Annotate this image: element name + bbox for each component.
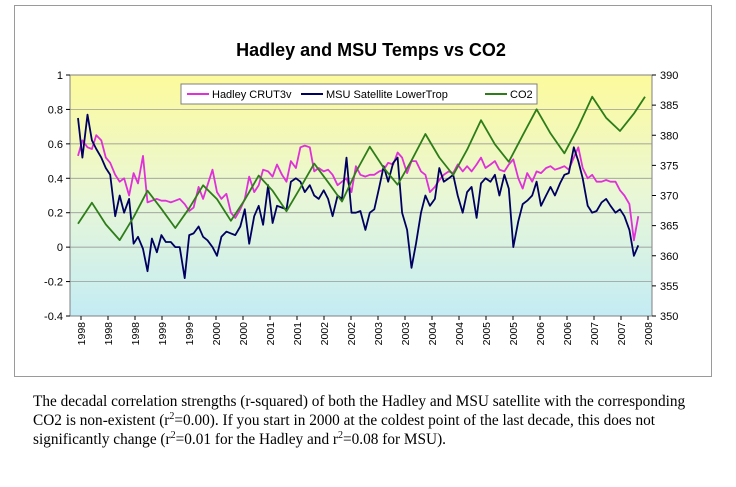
x-tick-label: 2003 [400, 322, 412, 346]
caption-sup-3: 2 [338, 429, 344, 441]
plot-area [69, 74, 653, 317]
legend-box [180, 83, 538, 105]
x-tick-label: 2000 [211, 322, 223, 346]
x-tick-label: 2002 [346, 322, 358, 346]
chart-title: Hadley and MSU Temps vs CO2 [236, 40, 506, 60]
y-left-tick-label: -0.2 [44, 277, 63, 289]
caption-text-2: =0.00). If you start in 2000 at the cold… [33, 412, 655, 448]
x-tick-label: 2005 [481, 322, 493, 346]
y-right-tick-label: 385 [660, 100, 678, 112]
x-tick-label: 2004 [427, 322, 439, 346]
x-tick-label: 1999 [184, 322, 196, 346]
x-tick-label: 2000 [238, 322, 250, 346]
y-left-tick-label: 0 [57, 242, 63, 254]
x-tick-label: 1998 [76, 322, 88, 346]
series-line-hadley [77, 134, 640, 242]
series-line-co2 [77, 95, 646, 242]
caption-text-4: =0.08 for MSU). [343, 431, 446, 448]
y-right-tick-label: 355 [660, 281, 678, 293]
y-right-tick-label: 380 [660, 130, 678, 142]
y-left-tick-label: 0.6 [48, 139, 63, 151]
x-tick-label: 2007 [616, 322, 628, 346]
y-right-tick-label: 360 [660, 251, 678, 263]
x-tick-label: 1999 [157, 322, 169, 346]
x-tick-label: 2007 [589, 322, 601, 346]
x-tick-label: 2006 [562, 322, 574, 346]
x-tick-label: 2002 [319, 322, 331, 346]
caption-sup-1: 2 [169, 410, 175, 422]
x-tick-label: 2006 [535, 322, 547, 346]
y-right-tick-label: 390 [660, 70, 678, 82]
y-right-tick-label: 350 [660, 311, 678, 323]
legend: Hadley CRUT3v MSU Satellite LowerTrop CO… [180, 83, 538, 105]
series-line-msu [77, 113, 640, 280]
y-left-tick-label: 0.8 [48, 104, 63, 116]
y-left-tick-label: 1 [57, 70, 63, 82]
x-tick-label: 2005 [508, 322, 520, 346]
line-chart: Hadley and MSU Temps vs CO2 -0.4 -0.2 0 0.2… [44, 40, 678, 345]
caption-text-3: =0.01 for the Hadley and r [175, 431, 339, 448]
figure-caption: The decadal correlation strengths (r-squ… [33, 392, 713, 449]
x-tick-label: 1998 [103, 322, 115, 346]
x-tick-label: 2003 [373, 322, 385, 346]
axes: -0.4 -0.2 0 0.2 0.4 0.6 0.8 1 350 355 360 365 370 375… [44, 70, 678, 345]
x-tick-label: 2001 [265, 322, 277, 346]
chart-frame: Hadley and MSU Temps vs CO2 -0.4 -0.2 0 0.2… [14, 5, 712, 377]
y-left-tick-label: 0.4 [48, 173, 63, 185]
legend-label-co2: CO2 [510, 89, 533, 101]
x-tick-label: 2001 [292, 322, 304, 346]
x-tick-label: 2004 [454, 322, 466, 346]
y-right-tick-label: 370 [660, 191, 678, 203]
series-lines [77, 95, 646, 280]
y-left-tick-label: 0.2 [48, 208, 63, 220]
x-tick-label: 2008 [643, 322, 655, 346]
caption-sup-2: 2 [170, 429, 176, 441]
legend-label-hadley: Hadley CRUT3v [212, 89, 292, 101]
y-right-tick-label: 365 [660, 221, 678, 233]
caption-text-1: The decadal correlation strengths (r-squ… [33, 393, 686, 429]
x-tick-label: 1998 [130, 322, 142, 346]
y-right-tick-label: 375 [660, 160, 678, 172]
y-left-tick-label: -0.4 [44, 311, 63, 323]
legend-label-msu: MSU Satellite LowerTrop [326, 89, 448, 101]
